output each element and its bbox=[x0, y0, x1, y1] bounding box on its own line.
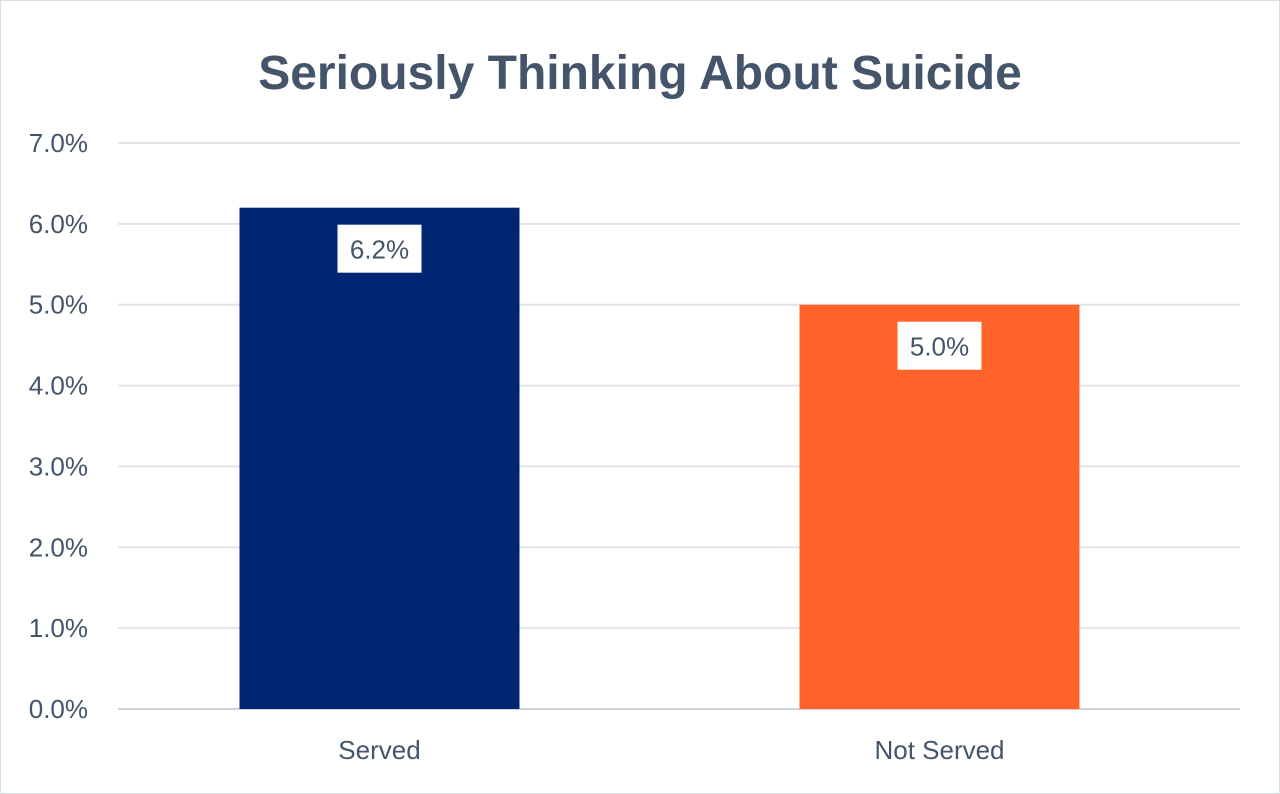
data-label: 6.2% bbox=[350, 235, 409, 265]
data-label-box bbox=[897, 321, 982, 370]
chart-title: Seriously Thinking About Suicide bbox=[258, 47, 1022, 100]
y-tick-label: 6.0% bbox=[29, 209, 88, 239]
y-tick-label: 1.0% bbox=[29, 613, 88, 643]
y-tick-label: 5.0% bbox=[29, 290, 88, 320]
y-tick-label: 4.0% bbox=[29, 371, 88, 401]
data-label: 5.0% bbox=[910, 332, 969, 362]
y-tick-label: 0.0% bbox=[29, 694, 88, 724]
y-tick-label: 7.0% bbox=[29, 128, 88, 158]
bar-served bbox=[239, 207, 520, 709]
y-tick-label: 3.0% bbox=[29, 451, 88, 481]
x-tick-label: Not Served bbox=[874, 735, 1004, 765]
x-tick-label: Served bbox=[338, 735, 420, 765]
y-tick-label: 2.0% bbox=[29, 532, 88, 562]
data-label-box bbox=[337, 224, 422, 273]
bar-not-served bbox=[799, 304, 1080, 709]
